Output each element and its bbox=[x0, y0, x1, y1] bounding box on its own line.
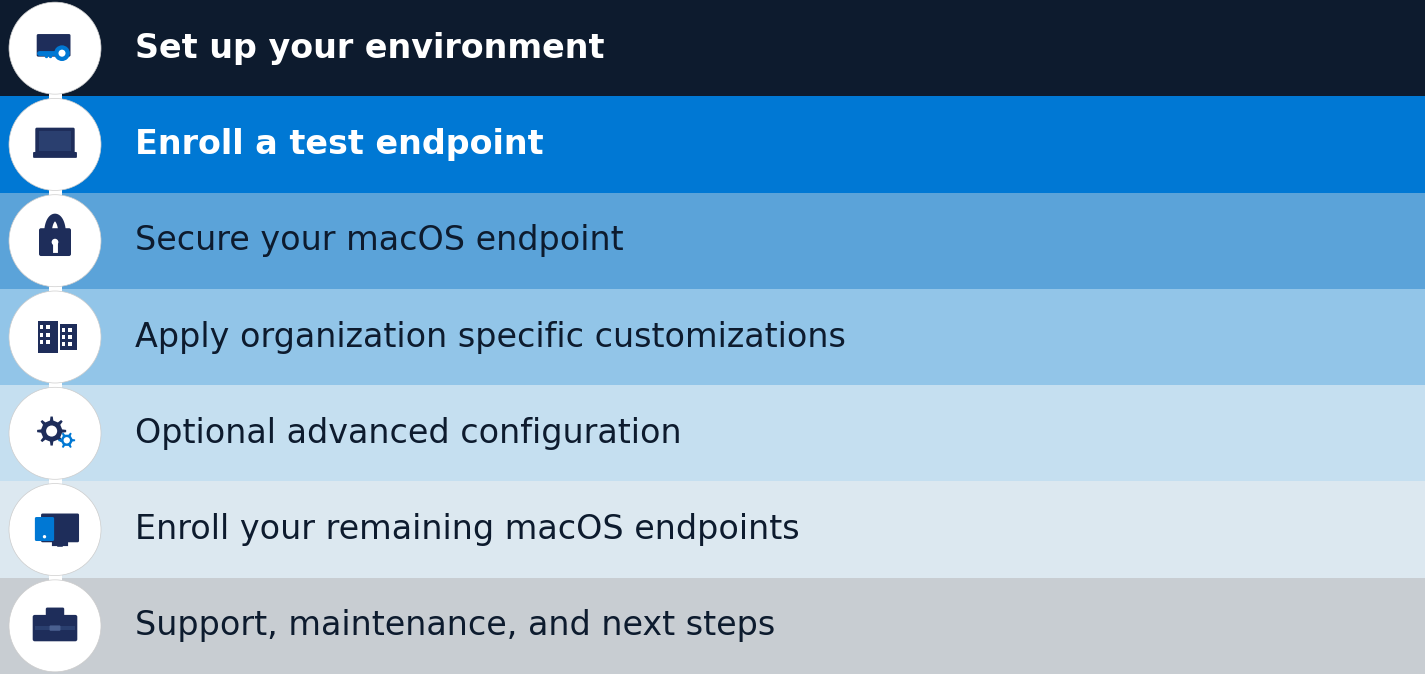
Ellipse shape bbox=[9, 388, 101, 479]
FancyBboxPatch shape bbox=[46, 607, 64, 619]
FancyBboxPatch shape bbox=[48, 144, 61, 241]
FancyBboxPatch shape bbox=[40, 333, 43, 336]
Circle shape bbox=[54, 45, 70, 61]
FancyBboxPatch shape bbox=[47, 340, 50, 344]
FancyBboxPatch shape bbox=[0, 193, 1425, 289]
Polygon shape bbox=[58, 433, 76, 448]
FancyBboxPatch shape bbox=[47, 326, 50, 329]
Circle shape bbox=[46, 425, 57, 437]
FancyBboxPatch shape bbox=[0, 0, 1425, 96]
FancyBboxPatch shape bbox=[38, 228, 71, 256]
FancyBboxPatch shape bbox=[38, 131, 71, 151]
FancyBboxPatch shape bbox=[0, 481, 1425, 578]
FancyBboxPatch shape bbox=[33, 615, 77, 641]
FancyBboxPatch shape bbox=[0, 96, 1425, 193]
FancyBboxPatch shape bbox=[47, 333, 50, 336]
Text: Support, maintenance, and next steps: Support, maintenance, and next steps bbox=[135, 609, 775, 642]
Text: Secure your macOS endpoint: Secure your macOS endpoint bbox=[135, 224, 624, 257]
Circle shape bbox=[58, 50, 66, 57]
Text: Enroll your remaining macOS endpoints: Enroll your remaining macOS endpoints bbox=[135, 513, 799, 546]
Text: Enroll a test endpoint: Enroll a test endpoint bbox=[135, 128, 543, 161]
FancyBboxPatch shape bbox=[61, 328, 66, 332]
FancyBboxPatch shape bbox=[0, 385, 1425, 481]
FancyBboxPatch shape bbox=[40, 340, 43, 344]
Text: Apply organization specific customizations: Apply organization specific customizatio… bbox=[135, 321, 846, 353]
FancyBboxPatch shape bbox=[34, 626, 76, 630]
FancyBboxPatch shape bbox=[37, 321, 58, 353]
FancyBboxPatch shape bbox=[48, 337, 61, 433]
Circle shape bbox=[51, 239, 58, 245]
Text: Set up your environment: Set up your environment bbox=[135, 32, 604, 65]
FancyBboxPatch shape bbox=[40, 326, 43, 329]
FancyBboxPatch shape bbox=[37, 34, 70, 57]
FancyBboxPatch shape bbox=[48, 530, 61, 626]
Circle shape bbox=[64, 437, 70, 443]
Ellipse shape bbox=[9, 483, 101, 576]
FancyBboxPatch shape bbox=[60, 324, 77, 350]
FancyBboxPatch shape bbox=[34, 517, 54, 541]
FancyBboxPatch shape bbox=[48, 48, 61, 144]
FancyBboxPatch shape bbox=[61, 335, 66, 339]
Ellipse shape bbox=[9, 291, 101, 383]
FancyBboxPatch shape bbox=[68, 342, 71, 346]
FancyBboxPatch shape bbox=[36, 127, 74, 154]
FancyBboxPatch shape bbox=[48, 241, 61, 337]
Text: Optional advanced configuration: Optional advanced configuration bbox=[135, 417, 681, 450]
FancyBboxPatch shape bbox=[61, 342, 66, 346]
Ellipse shape bbox=[9, 195, 101, 286]
Ellipse shape bbox=[9, 580, 101, 672]
FancyBboxPatch shape bbox=[0, 578, 1425, 674]
FancyBboxPatch shape bbox=[50, 625, 60, 631]
FancyBboxPatch shape bbox=[68, 335, 71, 339]
FancyBboxPatch shape bbox=[41, 514, 78, 543]
Polygon shape bbox=[37, 417, 66, 446]
FancyBboxPatch shape bbox=[68, 328, 71, 332]
Ellipse shape bbox=[9, 98, 101, 191]
FancyBboxPatch shape bbox=[48, 433, 61, 530]
FancyBboxPatch shape bbox=[0, 289, 1425, 385]
Ellipse shape bbox=[9, 2, 101, 94]
Circle shape bbox=[43, 535, 46, 539]
FancyBboxPatch shape bbox=[33, 152, 77, 158]
